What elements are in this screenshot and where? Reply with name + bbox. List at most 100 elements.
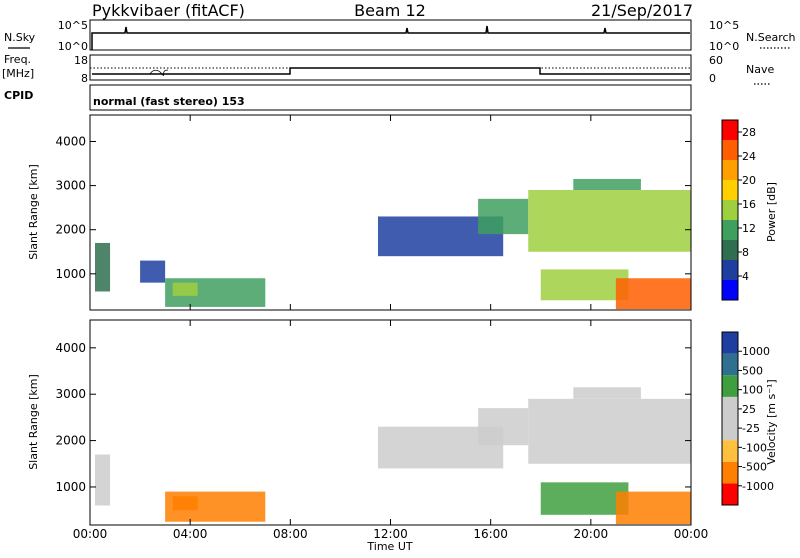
velocity-echo-region (95, 454, 111, 506)
power-echo-region (140, 260, 166, 283)
velocity-colorbar-block (722, 375, 738, 397)
velocity-colorbar-frame (721, 331, 739, 506)
power-echo-region (615, 278, 691, 310)
power-echo-layer (95, 178, 691, 310)
velocity-colorbar-label: Velocity [m s⁻¹] (765, 379, 778, 464)
freq-loop (149, 69, 169, 76)
power-ytick-label: 3000 (55, 179, 86, 193)
power-ytick-label: 1000 (55, 267, 86, 281)
velocity-echo-layer (95, 387, 691, 525)
power-colorbar-block (722, 280, 738, 300)
time-tick-label: 12:00 (373, 527, 408, 541)
velocity-echo-region (615, 491, 691, 525)
power-colorbar-tick-label: 16 (742, 198, 756, 211)
nave-right-tick-top: 60 (709, 54, 723, 67)
power-colorbar-block (722, 220, 738, 240)
velocity-colorbar-block (722, 461, 738, 484)
nave-label: Nave (746, 63, 774, 76)
noise-sky-line (91, 25, 690, 50)
power-echo-region (172, 282, 198, 296)
freq-label: Freq. (4, 53, 31, 66)
power-colorbar-frame (721, 119, 739, 301)
power-colorbar-block (722, 180, 738, 200)
freq-left-tick-top: 18 (74, 54, 88, 67)
velocity-echo-region (528, 398, 691, 464)
power-ylabel: Slant Range [km] (27, 164, 40, 260)
velocity-ytick-label: 2000 (55, 434, 86, 448)
velocity-echo-region (172, 496, 198, 511)
beam-label: Beam 12 (354, 1, 426, 20)
velocity-colorbar-tick-label: 1000 (742, 345, 770, 358)
noise-right-tick-top: 10^5 (709, 19, 739, 32)
power-colorbar-blocks: 4 8 12 16 20 24 28 (721, 119, 756, 301)
time-tick-label: 00:00 (674, 527, 709, 541)
velocity-colorbar-block (722, 418, 738, 441)
power-colorbar-label: Power [dB] (765, 182, 778, 242)
time-tick-label: 04:00 (173, 527, 208, 541)
velocity-colorbar-block (722, 332, 738, 354)
radar-name: Pykkvibaer (fitACF) (92, 1, 245, 20)
velocity-colorbar: 1000 500 100 25 -25 -100 -500 -1000 Velocity [m… (721, 331, 778, 506)
nave-line (92, 67, 690, 75)
date-label: 21/Sep/2017 (591, 1, 693, 20)
power-ytick-label: 4000 (55, 134, 86, 148)
velocity-colorbar-block (722, 440, 738, 462)
velocity-echo-region (573, 387, 641, 399)
velocity-colorbar-tick-label: 100 (742, 384, 763, 397)
power-echo-region (95, 242, 111, 292)
cpid-text: normal (fast stereo) 153 (93, 95, 245, 108)
cpid-panel (89, 84, 692, 111)
power-colorbar: 4 8 12 16 20 24 28 Power [dB] (721, 119, 778, 301)
time-axis-title: Time UT (366, 540, 412, 553)
power-echo-region (478, 198, 529, 235)
freq-left-tick-bottom: 8 (81, 72, 88, 85)
power-ytick-label: 2000 (55, 223, 86, 237)
noise-panel (89, 19, 692, 51)
velocity-colorbar-tick-label: 25 (742, 403, 756, 416)
velocity-colorbar-tick-label: -100 (742, 441, 767, 454)
power-colorbar-block (722, 160, 738, 180)
noise-left-tick-top: 10^5 (58, 19, 88, 32)
power-echo-region (540, 269, 629, 301)
time-tick-label: 20:00 (574, 527, 609, 541)
velocity-panel: 1000 2000 3000 4000 Slant Range [km] (27, 319, 692, 526)
velocity-colorbar-block (722, 396, 738, 419)
power-colorbar-tick-label: 4 (742, 270, 749, 283)
velocity-ytick-label: 4000 (55, 341, 86, 355)
noise-left-tick-bottom: 10^0 (58, 40, 88, 53)
time-tick-label: 00:00 (73, 527, 108, 541)
power-colorbar-block (722, 240, 738, 260)
power-colorbar-tick-label: 8 (742, 246, 749, 259)
power-panel: 1000 2000 3000 4000 Slant Range [km] (27, 114, 692, 311)
velocity-frame (89, 319, 692, 526)
power-echo-region (573, 178, 641, 190)
velocity-colorbar-tick-label: -25 (742, 422, 760, 435)
power-colorbar-tick-label: 12 (742, 222, 756, 235)
power-echo-region (528, 190, 691, 252)
freq-unit: [MHz] (2, 67, 34, 80)
velocity-ytick-label: 1000 (55, 480, 86, 494)
power-colorbar-block (722, 120, 738, 140)
velocity-echo-region (540, 482, 629, 515)
velocity-colorbar-block (722, 353, 738, 376)
nsearch-label: N.Search (746, 31, 796, 44)
time-axis-labels: 00:00 04:00 08:00 12:00 16:00 20:00 00:00 (73, 527, 709, 541)
nave-right-tick-bottom: 0 (709, 72, 716, 85)
power-colorbar-tick-label: 28 (742, 126, 756, 139)
velocity-ytick-label: 3000 (55, 387, 86, 401)
power-colorbar-block (722, 140, 738, 160)
velocity-colorbar-tick-label: 500 (742, 364, 763, 377)
velocity-ylabel: Slant Range [km] (27, 374, 40, 470)
velocity-colorbar-tick-label: -1000 (742, 480, 774, 493)
nsky-label: N.Sky (4, 31, 36, 44)
noise-right-tick-bottom: 10^0 (709, 40, 739, 53)
power-colorbar-block (722, 200, 738, 220)
power-colorbar-tick-label: 24 (742, 150, 756, 163)
velocity-colorbar-tick-label: -500 (742, 461, 767, 474)
power-frame (89, 114, 692, 311)
power-colorbar-tick-label: 20 (742, 174, 756, 187)
velocity-echo-region (478, 408, 529, 446)
power-colorbar-block (722, 260, 738, 280)
